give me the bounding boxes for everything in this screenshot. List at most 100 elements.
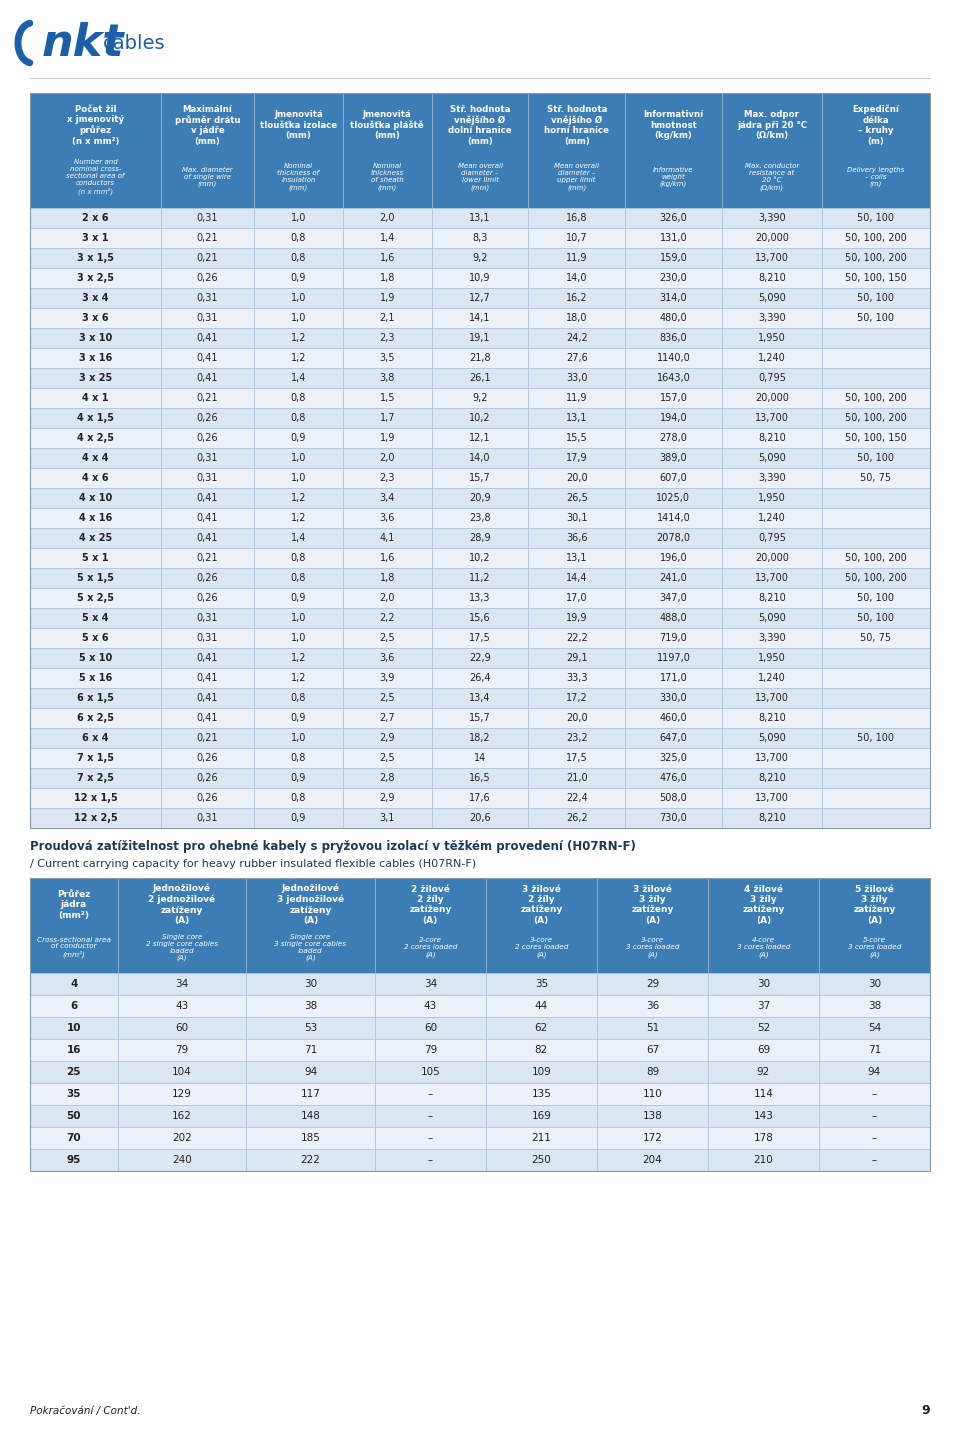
Text: 172: 172	[642, 1134, 662, 1144]
Text: 4 x 2,5: 4 x 2,5	[77, 433, 114, 443]
Bar	[254, 527, 343, 547]
Bar	[722, 489, 822, 509]
Text: 35: 35	[66, 1089, 81, 1099]
Bar	[625, 648, 722, 668]
Text: 9,2: 9,2	[472, 254, 488, 264]
Text: Proudová zatížitelnost pro ohebné kabely s pryžovou izolací v těžkém provedení (: Proudová zatížitelnost pro ohebné kabely…	[30, 840, 636, 853]
Bar	[822, 768, 930, 788]
Text: 8,210: 8,210	[758, 433, 785, 443]
Bar	[246, 1017, 374, 1039]
Text: 1,5: 1,5	[379, 393, 395, 403]
Text: 50, 100, 200: 50, 100, 200	[845, 573, 907, 583]
Bar	[30, 489, 161, 509]
Text: 1,0: 1,0	[291, 613, 306, 623]
Text: 94: 94	[868, 1068, 881, 1078]
Text: 16,8: 16,8	[566, 214, 588, 224]
Text: 4,1: 4,1	[379, 533, 395, 543]
Text: 488,0: 488,0	[660, 613, 687, 623]
Text: Maximální
průměr drátu
v jádře
(mm): Maximální průměr drátu v jádře (mm)	[175, 105, 240, 146]
Bar	[722, 588, 822, 608]
Bar	[161, 648, 254, 668]
Text: 2,2: 2,2	[379, 613, 396, 623]
Bar	[722, 547, 822, 567]
Text: 0,8: 0,8	[291, 413, 306, 423]
Text: 2,1: 2,1	[379, 312, 395, 322]
Bar	[30, 748, 161, 768]
Bar	[161, 208, 254, 228]
Text: 50, 100, 150: 50, 100, 150	[845, 274, 907, 282]
Bar	[819, 1126, 930, 1149]
Text: 4: 4	[70, 979, 78, 989]
Bar	[343, 788, 432, 808]
Text: 20,000: 20,000	[755, 234, 789, 244]
Bar	[528, 328, 625, 348]
Bar	[30, 648, 161, 668]
Bar	[625, 588, 722, 608]
Text: Max. odpor
jádra při 20 °C
(Ω/km): Max. odpor jádra při 20 °C (Ω/km)	[737, 110, 806, 140]
Bar	[30, 1105, 118, 1126]
Text: 0,8: 0,8	[291, 393, 306, 403]
Text: 50, 100: 50, 100	[857, 613, 895, 623]
Bar	[432, 228, 528, 248]
Bar	[432, 509, 528, 527]
Bar	[161, 688, 254, 708]
Text: 476,0: 476,0	[660, 772, 687, 782]
Text: 1,0: 1,0	[291, 734, 306, 742]
Bar	[822, 808, 930, 828]
Text: 0,21: 0,21	[197, 734, 218, 742]
Text: Cross-sectional area
of conductor
(mm²): Cross-sectional area of conductor (mm²)	[36, 937, 110, 959]
Bar	[625, 688, 722, 708]
Bar	[254, 469, 343, 489]
Bar	[30, 248, 161, 268]
Bar	[254, 308, 343, 328]
Text: 50, 100: 50, 100	[857, 292, 895, 302]
Bar	[254, 288, 343, 308]
Text: 10,2: 10,2	[469, 553, 491, 563]
Text: 18,2: 18,2	[469, 734, 491, 742]
Bar	[722, 368, 822, 388]
Bar	[822, 628, 930, 648]
Bar	[822, 308, 930, 328]
Text: 1,9: 1,9	[379, 292, 395, 302]
Text: 7 x 1,5: 7 x 1,5	[77, 752, 114, 762]
Text: cables: cables	[103, 33, 166, 53]
Text: 0,21: 0,21	[197, 254, 218, 264]
Bar	[254, 788, 343, 808]
Text: Number and
nominal cross-
sectional area of
conductors
(n x mm²): Number and nominal cross- sectional area…	[66, 159, 125, 195]
Bar	[432, 368, 528, 388]
Text: 2 x 6: 2 x 6	[83, 214, 108, 224]
Text: 14,0: 14,0	[469, 453, 491, 463]
Text: 20,0: 20,0	[565, 714, 588, 724]
Text: 0,31: 0,31	[197, 473, 218, 483]
Text: 1,8: 1,8	[379, 274, 395, 282]
Text: 13,4: 13,4	[469, 694, 491, 704]
Text: 2,9: 2,9	[379, 792, 395, 802]
Bar	[343, 489, 432, 509]
Bar	[254, 768, 343, 788]
Bar	[528, 469, 625, 489]
Bar	[822, 93, 930, 208]
Text: 51: 51	[646, 1023, 659, 1033]
Bar	[597, 1060, 708, 1083]
Bar	[30, 973, 118, 995]
Text: 11,9: 11,9	[566, 393, 588, 403]
Text: 0,26: 0,26	[197, 752, 218, 762]
Bar	[432, 748, 528, 768]
Bar	[528, 588, 625, 608]
Text: 0,26: 0,26	[197, 433, 218, 443]
Bar	[30, 469, 161, 489]
Bar	[246, 1105, 374, 1126]
Bar	[528, 668, 625, 688]
Bar	[30, 588, 161, 608]
Bar	[819, 1039, 930, 1060]
Bar	[161, 728, 254, 748]
Text: 25: 25	[66, 1068, 81, 1078]
Bar	[432, 588, 528, 608]
Text: 157,0: 157,0	[660, 393, 687, 403]
Bar	[597, 1105, 708, 1126]
Bar	[625, 768, 722, 788]
Text: 82: 82	[535, 1045, 548, 1055]
Bar	[30, 449, 161, 469]
Bar	[161, 428, 254, 449]
Text: 159,0: 159,0	[660, 254, 687, 264]
